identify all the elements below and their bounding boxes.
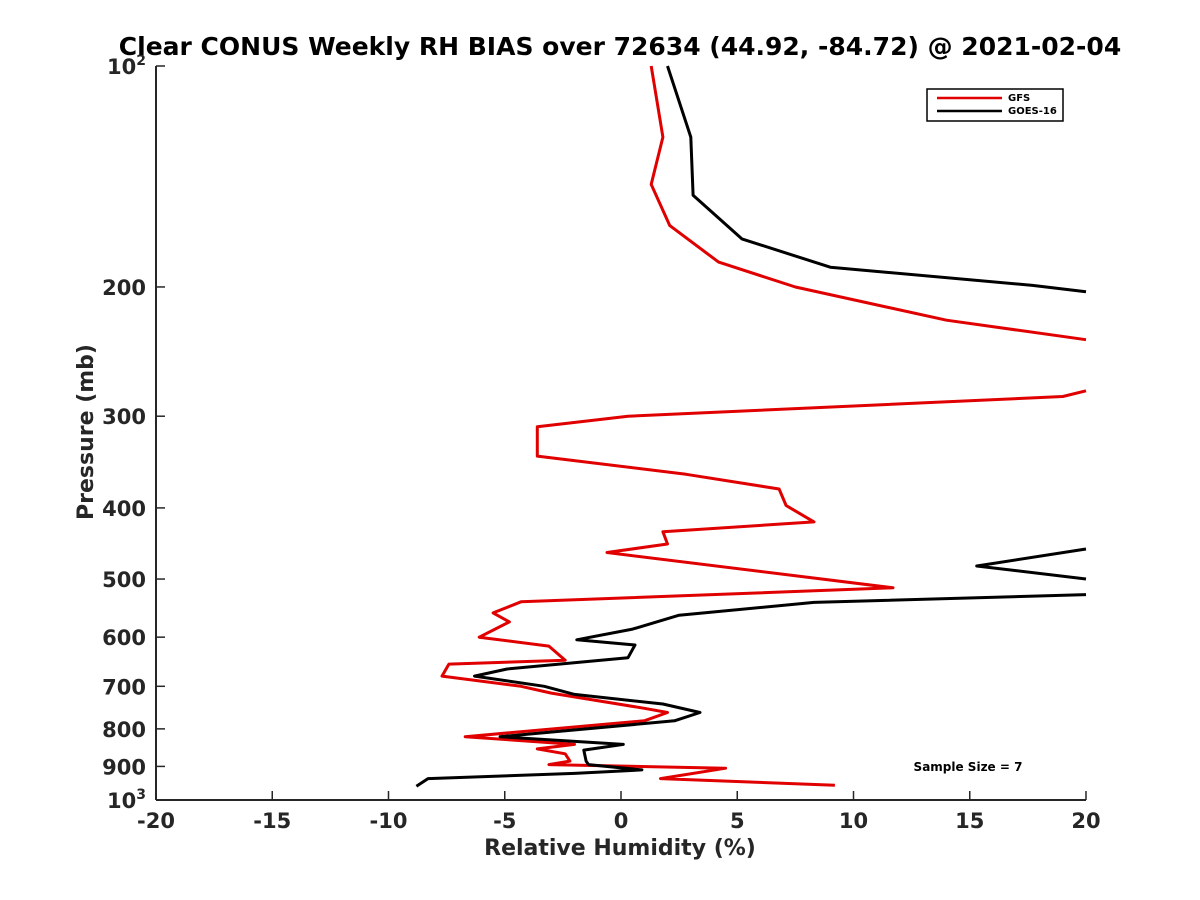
y-tick-label: 400: [102, 497, 146, 521]
legend-label-goes16: GOES-16: [1008, 106, 1057, 117]
x-tick-label: 10: [839, 809, 868, 833]
y-tick-label: 900: [102, 755, 146, 779]
x-axis-label: Relative Humidity (%): [484, 836, 756, 861]
sample-size-annotation: Sample Size = 7: [914, 760, 1023, 774]
series-line-goes16: [666, 65, 1087, 294]
y-axis-label: Pressure (mb): [74, 344, 99, 520]
series-lines: [415, 65, 1087, 788]
x-tick-label: 15: [955, 809, 984, 833]
x-tick-label: -15: [253, 809, 291, 833]
x-tick-label: -20: [137, 809, 175, 833]
legend: GFS GOES-16: [926, 88, 1064, 122]
series-line-goes16: [975, 547, 1087, 581]
x-tick-label: 20: [1071, 809, 1100, 833]
y-tick-label: 200: [102, 276, 146, 300]
axes: [155, 66, 1086, 801]
x-tick-label: 5: [730, 809, 745, 833]
legend-label-gfs: GFS: [1008, 93, 1030, 104]
x-tick-label: 0: [614, 809, 629, 833]
y-tick-label: 300: [102, 405, 146, 429]
y-tick-label: 600: [102, 626, 146, 650]
x-tick-label: -5: [493, 809, 516, 833]
x-tick-label: -10: [370, 809, 408, 833]
y-tick-label: 102: [107, 53, 146, 79]
chart-title: Clear CONUS Weekly RH BIAS over 72634 (4…: [119, 32, 1121, 61]
y-tick-label: 700: [102, 675, 146, 699]
y-tick-label: 800: [102, 718, 146, 742]
series-line-gfs: [440, 389, 1087, 787]
y-tick-label: 500: [102, 568, 146, 592]
series-line-gfs: [649, 65, 1087, 342]
tick-labels: -20 -15 -10 -5 0 5 10 15 20 102 200 300 400 500 600 700…: [102, 53, 1100, 833]
series-line-goes16: [415, 593, 1087, 788]
legend-box: [926, 88, 1064, 122]
tick-marks: [155, 65, 1087, 801]
